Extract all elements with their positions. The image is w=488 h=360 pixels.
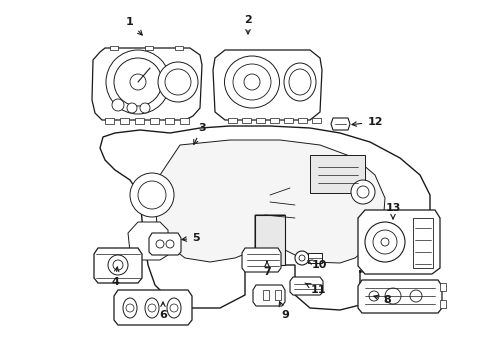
Ellipse shape xyxy=(288,69,310,95)
Circle shape xyxy=(294,251,308,265)
Text: 6: 6 xyxy=(159,302,166,320)
Bar xyxy=(150,118,159,124)
Circle shape xyxy=(181,148,189,156)
Text: 4: 4 xyxy=(111,267,119,287)
Circle shape xyxy=(409,290,421,302)
Circle shape xyxy=(130,74,146,90)
Text: 12: 12 xyxy=(351,117,382,127)
Circle shape xyxy=(372,230,396,254)
Bar xyxy=(242,118,250,123)
Bar xyxy=(175,46,183,50)
Circle shape xyxy=(158,62,198,102)
Circle shape xyxy=(368,291,378,301)
Bar xyxy=(269,118,279,123)
Polygon shape xyxy=(92,48,202,120)
Polygon shape xyxy=(252,285,285,306)
Circle shape xyxy=(113,260,123,270)
Polygon shape xyxy=(330,118,349,130)
Ellipse shape xyxy=(145,298,159,318)
Circle shape xyxy=(384,288,400,304)
Bar xyxy=(307,253,321,263)
Text: 1: 1 xyxy=(126,17,142,35)
Polygon shape xyxy=(213,50,321,120)
Bar xyxy=(309,155,364,193)
Bar xyxy=(120,118,129,124)
Circle shape xyxy=(130,173,174,217)
Ellipse shape xyxy=(224,56,279,108)
Ellipse shape xyxy=(284,63,315,101)
Text: 3: 3 xyxy=(193,123,205,144)
Polygon shape xyxy=(242,248,281,272)
Polygon shape xyxy=(149,233,181,255)
Circle shape xyxy=(164,69,191,95)
Polygon shape xyxy=(289,277,323,295)
Circle shape xyxy=(244,74,260,90)
Circle shape xyxy=(148,304,156,312)
Bar xyxy=(164,118,174,124)
Bar xyxy=(284,118,292,123)
Bar xyxy=(297,118,306,123)
Bar xyxy=(110,46,118,50)
Circle shape xyxy=(380,238,388,246)
Bar xyxy=(274,290,281,300)
Text: 8: 8 xyxy=(373,295,390,305)
Circle shape xyxy=(165,240,174,248)
Text: 11: 11 xyxy=(305,283,325,295)
Text: 7: 7 xyxy=(263,261,270,277)
Polygon shape xyxy=(357,210,439,274)
Circle shape xyxy=(156,240,163,248)
Bar xyxy=(135,118,143,124)
Bar xyxy=(311,118,320,123)
Bar xyxy=(412,218,432,268)
Bar xyxy=(183,159,186,167)
Bar xyxy=(145,46,153,50)
Bar xyxy=(180,118,189,124)
Text: 2: 2 xyxy=(244,15,251,34)
Polygon shape xyxy=(128,222,168,260)
Polygon shape xyxy=(357,280,441,313)
Circle shape xyxy=(364,222,404,262)
Circle shape xyxy=(108,255,128,275)
Bar xyxy=(263,290,268,300)
Circle shape xyxy=(356,186,368,198)
Circle shape xyxy=(140,103,150,113)
Circle shape xyxy=(112,99,124,111)
Bar xyxy=(439,300,445,308)
Ellipse shape xyxy=(232,64,270,100)
Text: 13: 13 xyxy=(385,203,400,219)
Circle shape xyxy=(138,181,165,209)
Circle shape xyxy=(170,304,178,312)
Bar xyxy=(439,283,445,291)
Text: 9: 9 xyxy=(279,302,288,320)
Text: 5: 5 xyxy=(182,233,200,243)
Ellipse shape xyxy=(167,298,181,318)
Bar xyxy=(256,118,264,123)
Bar xyxy=(105,118,114,124)
Circle shape xyxy=(106,50,170,114)
Circle shape xyxy=(127,103,137,113)
Polygon shape xyxy=(94,248,142,283)
Circle shape xyxy=(178,145,192,159)
Circle shape xyxy=(350,180,374,204)
Polygon shape xyxy=(155,140,384,263)
Polygon shape xyxy=(100,126,429,310)
Circle shape xyxy=(298,255,305,261)
Bar xyxy=(227,118,237,123)
Polygon shape xyxy=(114,290,192,325)
Circle shape xyxy=(114,58,162,106)
Text: 10: 10 xyxy=(307,260,326,270)
Ellipse shape xyxy=(123,298,137,318)
Bar xyxy=(254,215,285,265)
Circle shape xyxy=(126,304,134,312)
